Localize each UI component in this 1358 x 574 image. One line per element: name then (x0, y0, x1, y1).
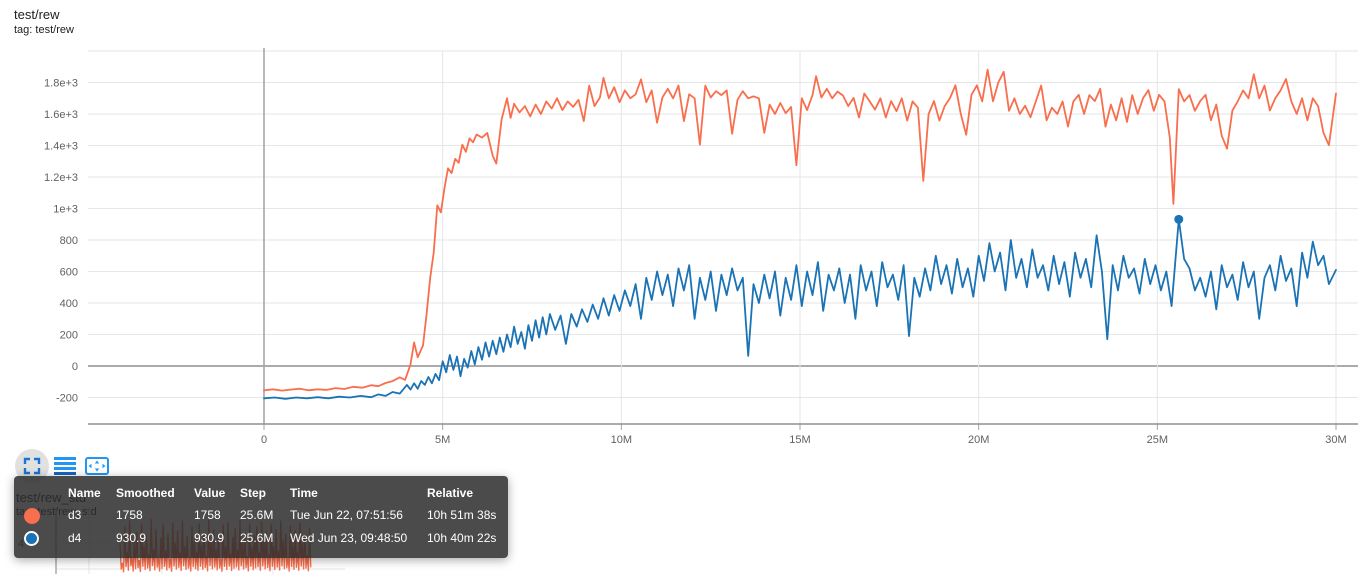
y-tick-label: 0 (72, 361, 78, 373)
x-tick-label: 0 (261, 434, 267, 446)
y-tick-label: 1e+3 (53, 204, 78, 216)
x-tick-label: 15M (789, 434, 810, 446)
tooltip-header: Time (290, 486, 318, 500)
run-smoothed: 930.9 (116, 531, 147, 545)
run-step: 25.6M (240, 508, 274, 522)
expand-icon[interactable] (22, 456, 42, 476)
run-relative: 10h 51m 38s (427, 508, 497, 522)
x-tick-label: 5M (435, 434, 450, 446)
card-tag: tag: test/rew (14, 24, 74, 36)
x-tick-label: 25M (1147, 434, 1168, 446)
data-table-icon[interactable] (54, 457, 76, 476)
y-tick-label: 600 (60, 267, 78, 279)
run-tooltip: Name Smoothed Value Step Time Relative d… (14, 476, 508, 558)
tooltip-header: Value (194, 486, 226, 500)
y-tick-label: 1.2e+3 (44, 172, 78, 184)
run-color-swatch (24, 504, 68, 527)
tooltip-row-d4: d4 930.9 930.9 25.6M Wed Jun 23, 09:48:5… (24, 527, 498, 550)
series-line-d3[interactable] (263, 68, 1337, 392)
run-name: d3 (68, 508, 82, 522)
y-tick-label: 800 (60, 235, 78, 247)
tooltip-header: Relative (427, 486, 474, 500)
tooltip-header-row: Name Smoothed Value Step Time Relative (24, 482, 498, 504)
run-time: Tue Jun 22, 07:51:56 (290, 508, 403, 522)
series-line-d4[interactable] (263, 218, 1337, 400)
scalar-chart[interactable]: -200 0 200 400 600 800 1e+3 1.2e+3 1.4e+3 1.6e+3 1… (0, 0, 1358, 452)
y-tick-label: 1.4e+3 (44, 141, 78, 153)
tooltip-header: Step (240, 486, 267, 500)
fit-domain-icon[interactable] (84, 456, 110, 476)
y-tick-label: 1.8e+3 (44, 78, 78, 90)
run-smoothed: 1758 (116, 508, 143, 522)
tooltip-row-d3: d3 1758 1758 25.6M Tue Jun 22, 07:51:56 … (24, 504, 498, 527)
hovered-point-marker[interactable] (1174, 214, 1184, 224)
run-time: Wed Jun 23, 09:48:50 (290, 531, 408, 545)
y-tick-label: -200 (56, 393, 78, 405)
run-relative: 10h 40m 22s (427, 531, 497, 545)
y-tick-label: 400 (60, 298, 78, 310)
run-color-swatch (24, 527, 68, 550)
tooltip-header: Smoothed (116, 486, 175, 500)
tooltip-header: Name (68, 486, 101, 500)
run-value: 1758 (194, 508, 221, 522)
x-tick-label: 10M (611, 434, 632, 446)
card-title: test/rew (14, 7, 60, 22)
run-value: 930.9 (194, 531, 225, 545)
y-tick-label: 200 (60, 330, 78, 342)
x-tick-label: 30M (1325, 434, 1346, 446)
y-tick-label: 1.6e+3 (44, 109, 78, 121)
x-tick-label: 20M (968, 434, 989, 446)
run-name: d4 (68, 531, 82, 545)
run-step: 25.6M (240, 531, 274, 545)
